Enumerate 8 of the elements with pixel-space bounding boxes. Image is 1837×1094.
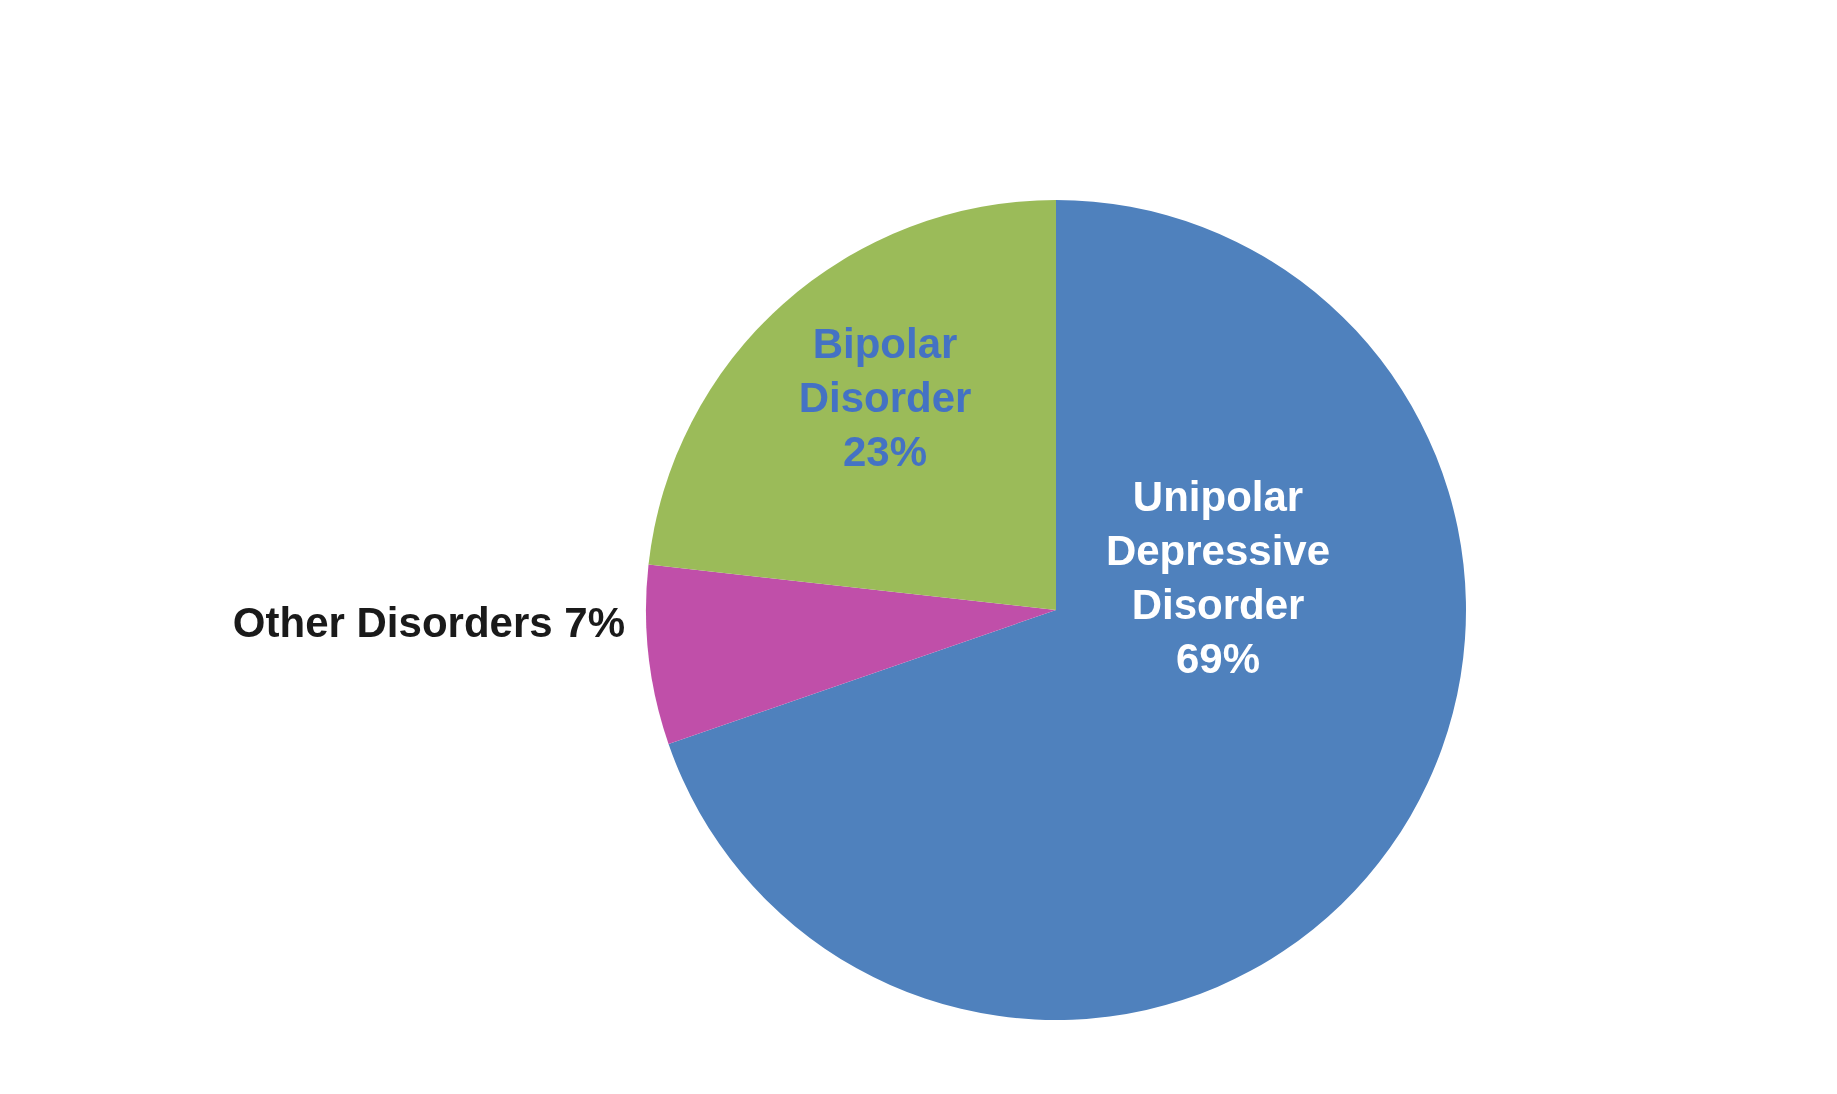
pie-slice [668,200,1466,1020]
slice-label: Other Disorders 7% [232,599,625,646]
slice-label: Unipolar Depressive Disorder [1105,473,1331,628]
pie-slice [648,200,1056,610]
pie-slice [646,564,1056,745]
data-label: 69% [1175,635,1261,682]
data-label: 23% [842,428,928,475]
slice-label: Bipolar Disorder [798,320,972,421]
